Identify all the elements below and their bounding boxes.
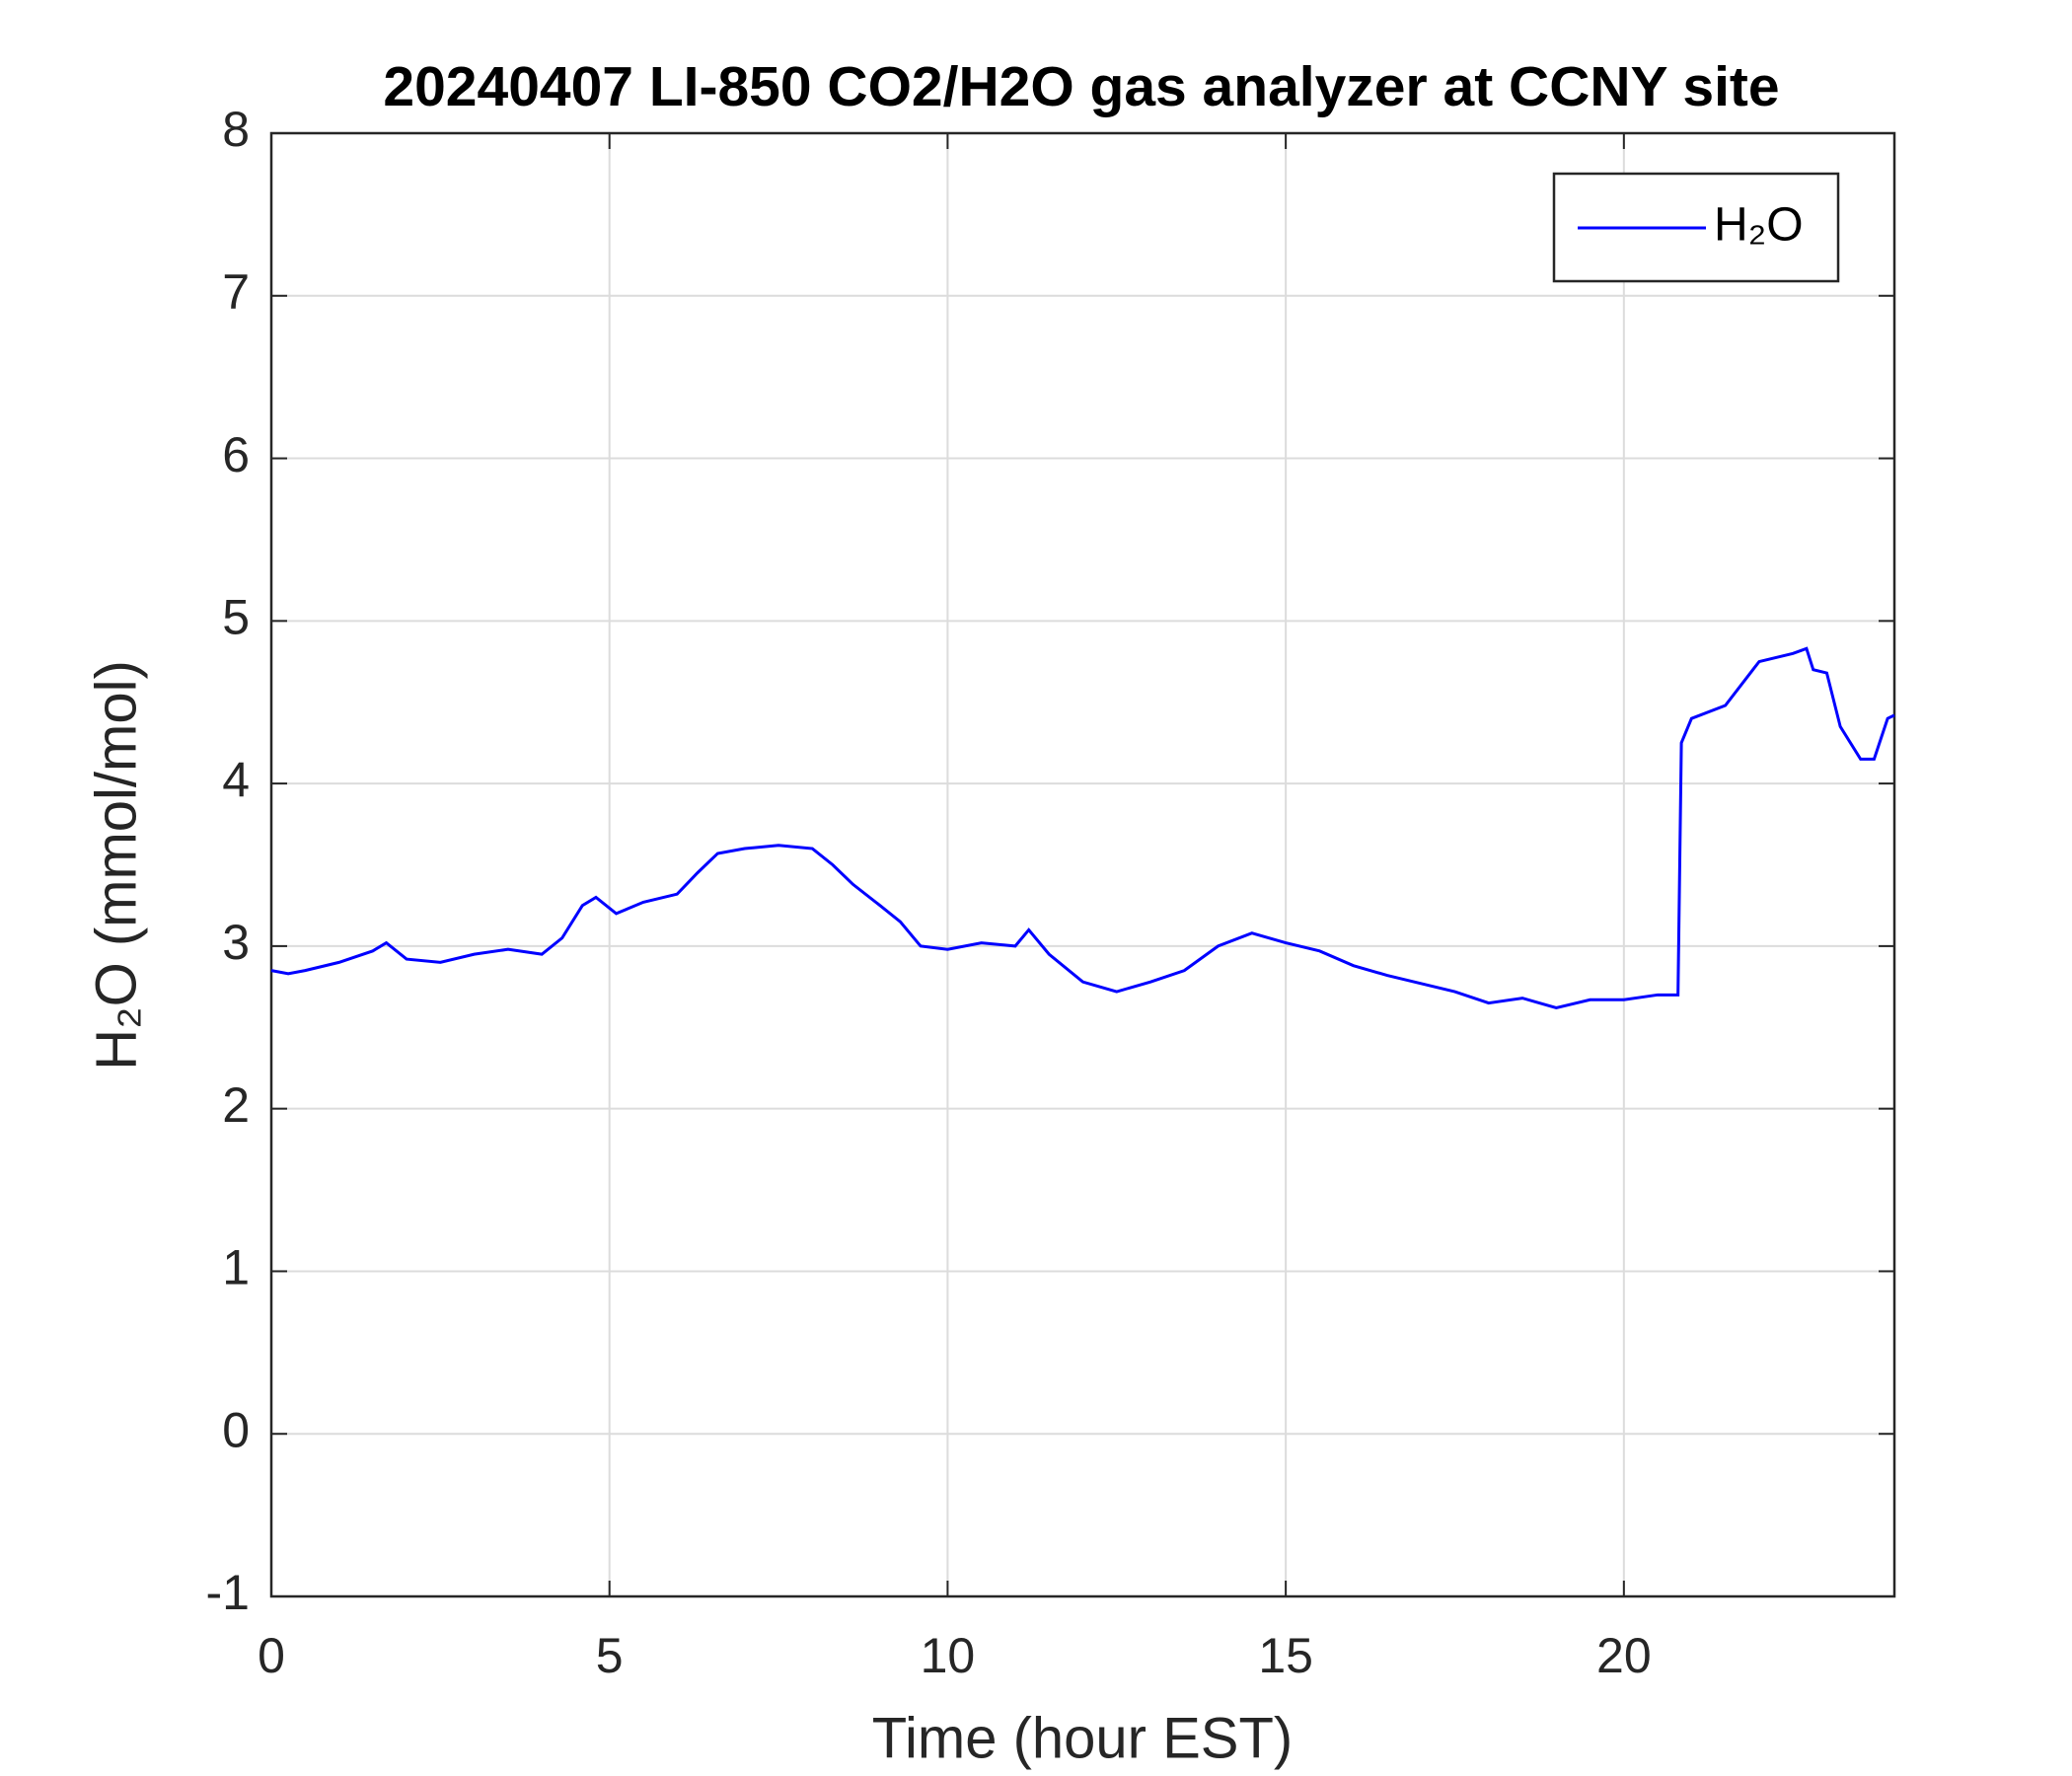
y-tick-label: 5	[222, 590, 250, 645]
x-tick-label: 20	[1596, 1628, 1652, 1683]
data-line	[270, 646, 1895, 1010]
y-tick-label: 3	[222, 915, 250, 970]
legend-label: H₂O	[1714, 199, 1804, 252]
x-tick-label: 10	[921, 1628, 976, 1683]
x-tick-label: 15	[1258, 1628, 1313, 1683]
y-tick-label: 6	[222, 427, 250, 482]
y-tick-label: -1	[206, 1565, 250, 1620]
y-tick-label: 0	[222, 1402, 250, 1457]
y-tick-label: 4	[222, 752, 250, 807]
x-tick-label: 5	[596, 1628, 624, 1683]
plot-frame	[269, 131, 1896, 1598]
y-tick-label: 1	[222, 1240, 250, 1295]
x-tick-label: 0	[258, 1628, 285, 1683]
x-axis-label: Time (hour EST)	[872, 1706, 1293, 1770]
y-tick-label: 7	[222, 264, 250, 320]
y-tick-label: 8	[222, 102, 250, 157]
y-tick-label: 2	[222, 1077, 250, 1133]
y-axis-label: H₂O (mmol/mol)	[84, 660, 148, 1071]
chart-title: 20240407 LI-850 CO2/H2O gas analyzer at …	[383, 55, 1779, 118]
